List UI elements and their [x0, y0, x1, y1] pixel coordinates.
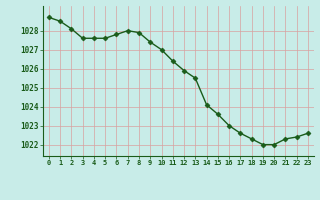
Text: Graphe pression niveau de la mer (hPa): Graphe pression niveau de la mer (hPa): [65, 186, 255, 195]
